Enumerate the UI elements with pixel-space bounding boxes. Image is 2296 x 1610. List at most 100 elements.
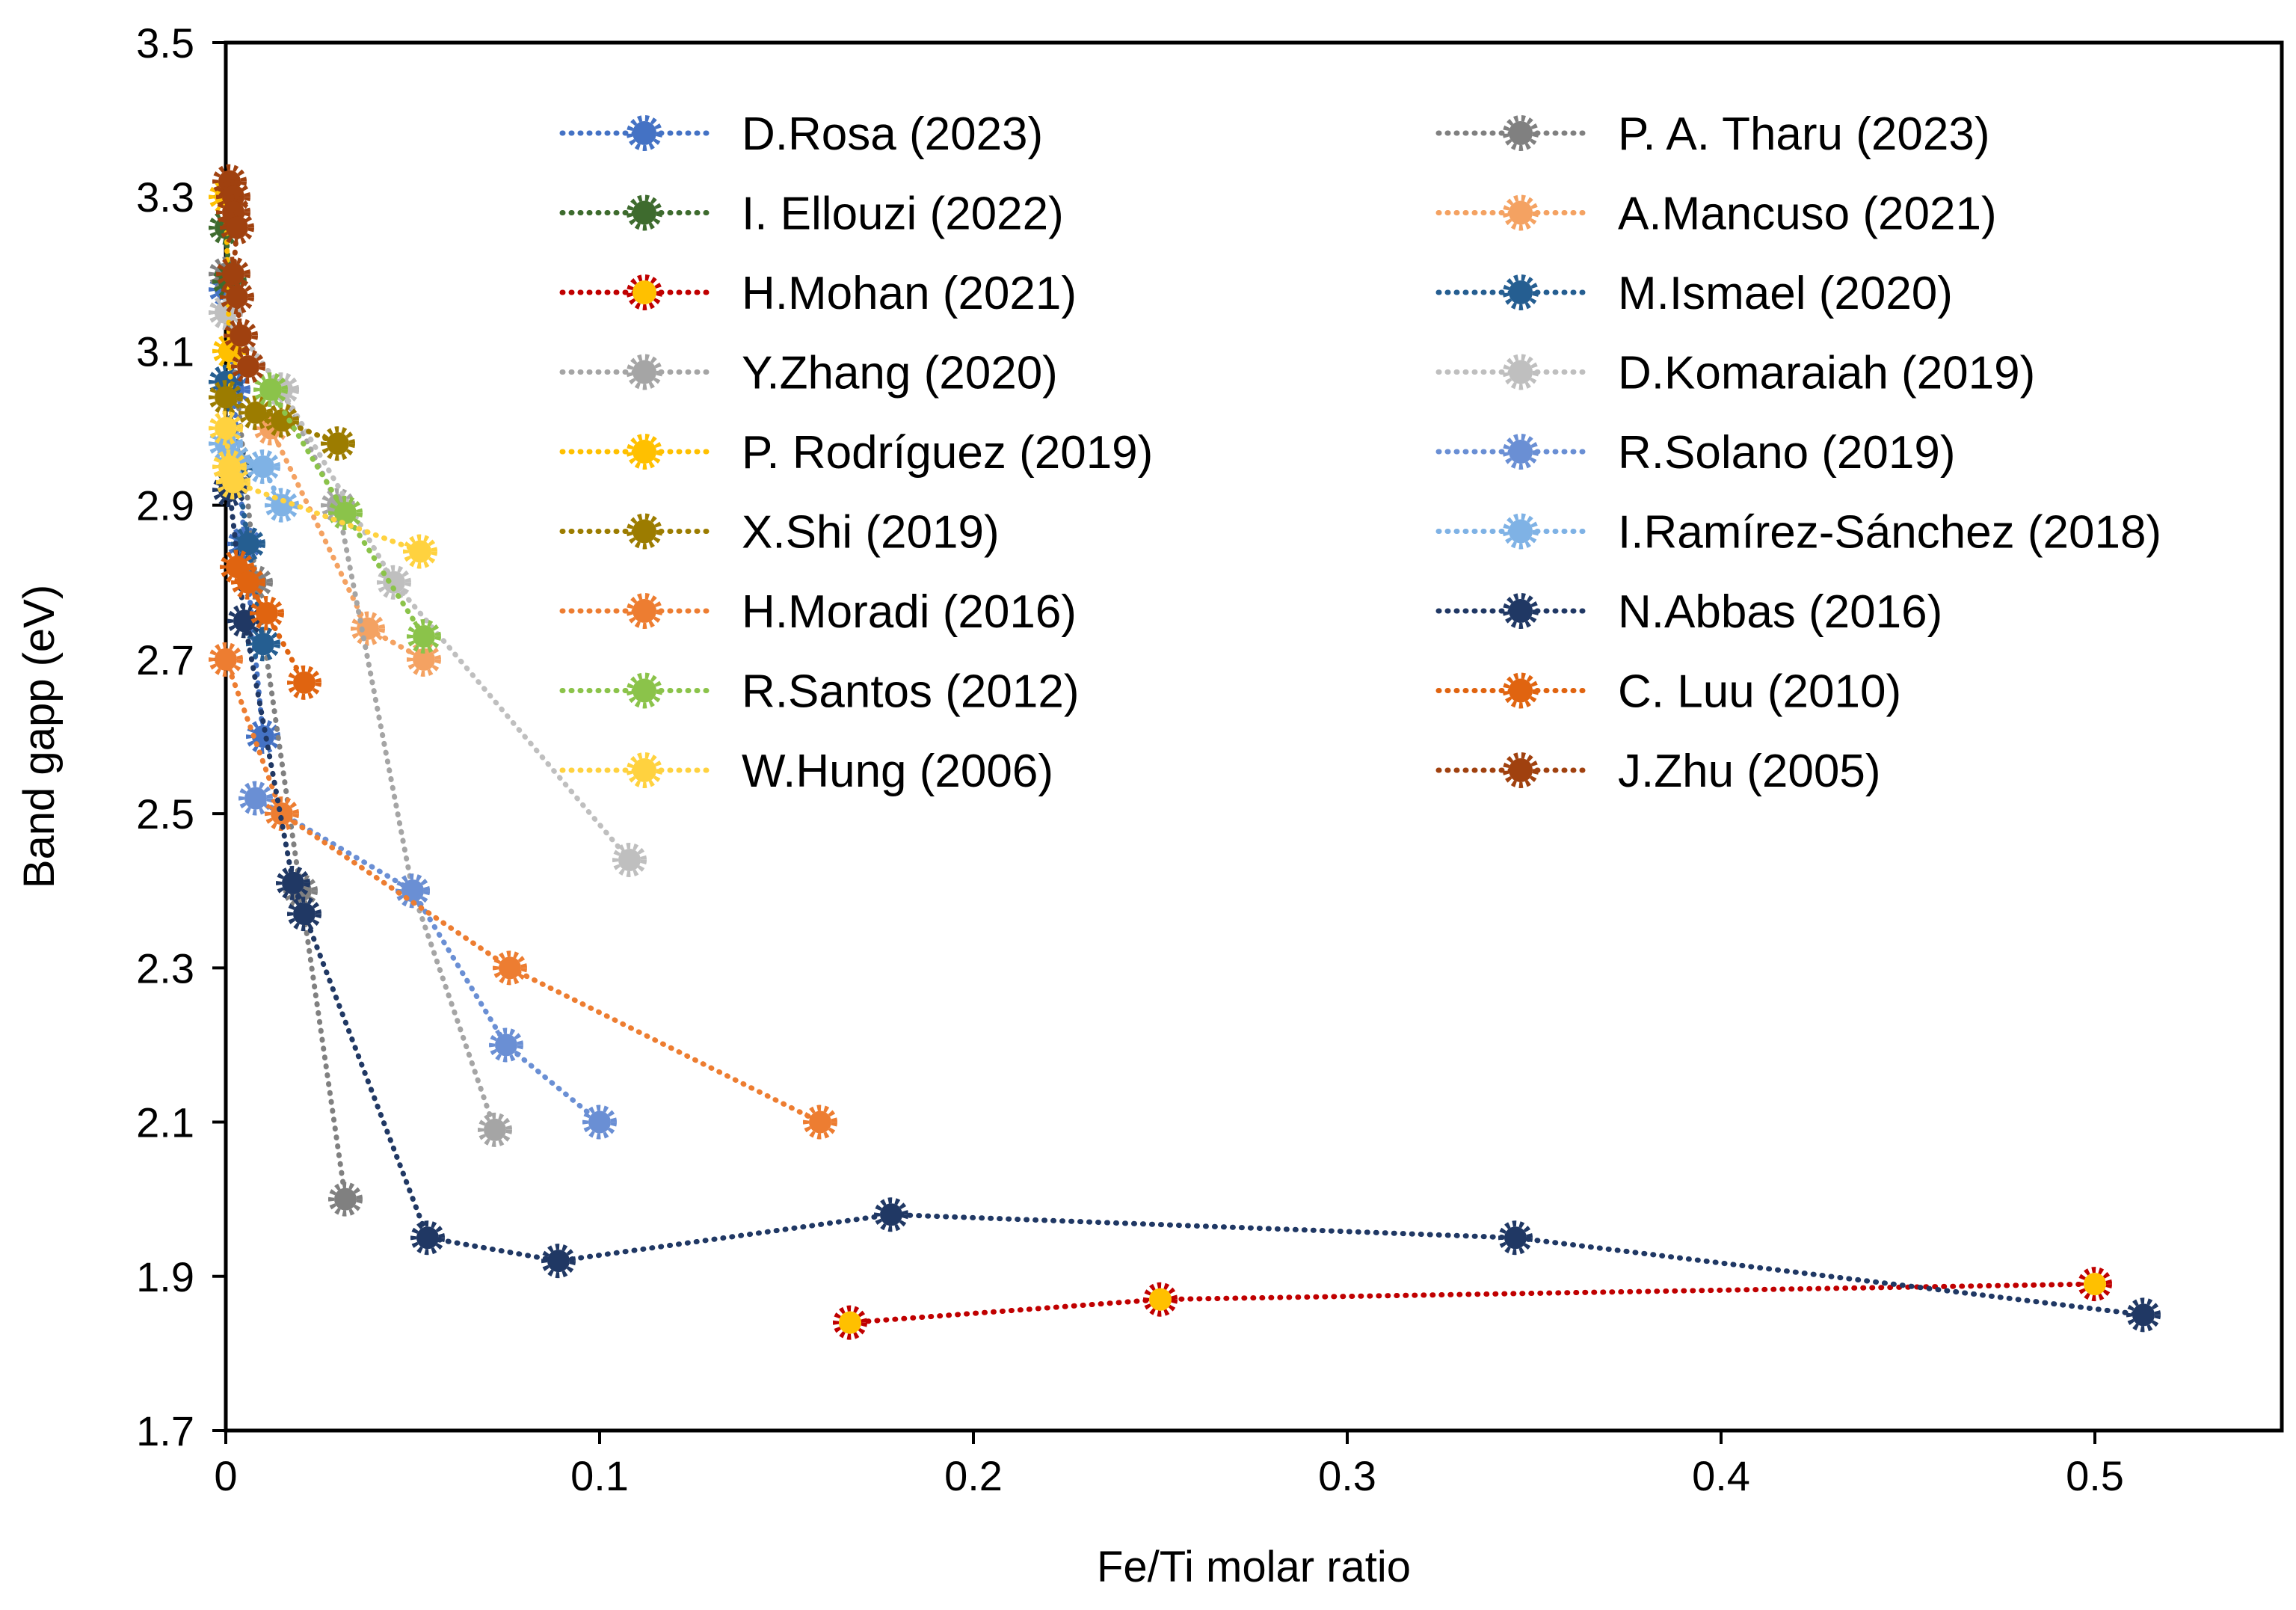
data-point — [410, 1220, 445, 1256]
legend-label: Y.Zhang (2020) — [742, 348, 1058, 399]
x-tick-label: 0.3 — [1318, 1452, 1376, 1499]
data-point — [328, 495, 363, 530]
data-point — [276, 865, 310, 900]
data-point — [1498, 1220, 1533, 1256]
legend-entry-j-zhu-2005: J.Zhu (2005) — [1435, 746, 1881, 797]
series-r-solano-2019 — [238, 781, 617, 1140]
legend-entry-r-santos-2012: R.Santos (2012) — [559, 666, 1079, 718]
legend-entry-w-hung-2006: W.Hung (2006) — [559, 746, 1053, 797]
y-tick-label: 2.5 — [136, 790, 194, 838]
legend-label: I.Ramírez-Sánchez (2018) — [1618, 507, 2161, 559]
series-h-mohan-2021 — [833, 1267, 2112, 1340]
legend-marker — [1503, 274, 1539, 310]
y-tick-label: 2.7 — [136, 636, 194, 683]
legend-label: X.Shi (2019) — [742, 507, 1000, 559]
legend-marker — [1503, 194, 1539, 231]
data-point — [287, 665, 321, 700]
legend-entry-h-mohan-2021: H.Mohan (2021) — [559, 268, 1077, 319]
data-point — [407, 618, 441, 654]
data-point — [377, 565, 411, 600]
legend-marker — [627, 434, 662, 470]
y-tick-label: 1.7 — [136, 1407, 194, 1454]
data-point — [224, 318, 258, 353]
legend-label: R.Solano (2019) — [1618, 427, 1956, 479]
data-point — [216, 464, 250, 500]
data-point — [803, 1104, 837, 1140]
legend-marker — [1503, 434, 1539, 470]
legend-marker — [627, 593, 662, 629]
y-tick-label: 2.9 — [136, 482, 194, 529]
data-point — [2078, 1267, 2112, 1302]
legend-marker — [627, 752, 662, 788]
data-point — [541, 1244, 576, 1279]
x-tick-label: 0.5 — [2066, 1452, 2124, 1499]
legend-marker — [1503, 672, 1539, 709]
legend-label: N.Abbas (2016) — [1618, 586, 1942, 638]
legend-marker — [1503, 752, 1539, 788]
legend-marker — [627, 354, 662, 390]
series-r-santos-2012 — [253, 372, 441, 654]
legend-marker — [1503, 115, 1539, 151]
legend-marker — [1503, 593, 1539, 629]
legend-entry-c-luu-2010: C. Luu (2010) — [1435, 666, 1901, 718]
legend-label: P. A. Tharu (2023) — [1618, 108, 1989, 160]
data-point — [351, 611, 385, 646]
x-axis-title: Fe/Ti molar ratio — [1097, 1543, 1411, 1591]
series-n-abbas-2016 — [212, 473, 2161, 1333]
data-point — [1143, 1282, 1178, 1317]
y-tick-label: 2.3 — [136, 944, 194, 992]
legend-entry-a-mancuso-2021: A.Mancuso (2021) — [1435, 188, 1997, 240]
series-j-zhu-2005 — [212, 164, 265, 384]
legend-entry-y-zhang-2020: Y.Zhang (2020) — [559, 348, 1058, 399]
legend-entry-n-abbas-2016: N.Abbas (2016) — [1435, 586, 1942, 638]
legend-label: H.Mohan (2021) — [742, 268, 1077, 319]
data-point — [612, 842, 647, 877]
legend-entry-d-komaraiah-2019: D.Komaraiah (2019) — [1435, 348, 2035, 399]
data-point — [246, 627, 280, 662]
legend-entry-i-ramirez-sanchez-2018: I.Ramírez-Sánchez (2018) — [1435, 507, 2161, 559]
y-axis-title: Band gapp (eV) — [15, 585, 64, 888]
data-point — [328, 1182, 363, 1217]
legend-label: P. Rodríguez (2019) — [742, 427, 1153, 479]
legend-marker — [1503, 354, 1539, 390]
data-point — [209, 411, 243, 446]
x-tick-label: 0.4 — [1692, 1452, 1750, 1499]
legend-label: M.Ismael (2020) — [1618, 268, 1953, 319]
data-point — [321, 426, 355, 461]
legend-entry-r-solano-2019: R.Solano (2019) — [1435, 427, 1956, 479]
legend-marker — [627, 274, 662, 310]
data-point — [833, 1305, 867, 1340]
legend: D.Rosa (2023) P. A. Tharu (2023) I. Ellouz… — [559, 108, 2161, 797]
legend-label: I. Ellouzi (2022) — [742, 188, 1064, 240]
legend-entry-x-shi-2019: X.Shi (2019) — [559, 507, 1000, 559]
legend-label: J.Zhu (2005) — [1618, 746, 1881, 797]
legend-entry-p-a-tharu-2023: P. A. Tharu (2023) — [1435, 108, 1989, 160]
legend-label: R.Santos (2012) — [742, 666, 1079, 718]
y-tick-label: 3.1 — [136, 328, 194, 375]
y-axis: 1.7 1.9 2.1 2.3 2.5 2.7 2.9 3.1 3.3 3.5 — [136, 19, 226, 1454]
legend-label: H.Moradi (2016) — [742, 586, 1077, 638]
data-point — [582, 1104, 617, 1140]
data-point — [253, 372, 288, 407]
data-point — [220, 280, 254, 315]
data-point — [238, 781, 273, 816]
data-point — [231, 565, 265, 600]
series-c-luu-2010 — [220, 550, 321, 700]
data-point — [246, 449, 280, 485]
series-w-hung-2006 — [209, 411, 437, 569]
legend-marker — [1503, 513, 1539, 550]
legend-marker — [627, 672, 662, 709]
legend-label: A.Mancuso (2021) — [1618, 188, 1997, 240]
series-line — [227, 487, 2146, 1318]
plot-border — [224, 40, 2284, 1433]
legend-label: W.Hung (2006) — [742, 746, 1053, 797]
legend-entry-p-rodriguez-2019: P. Rodríguez (2019) — [559, 427, 1153, 479]
y-tick-label: 3.3 — [136, 173, 194, 221]
data-point — [287, 897, 321, 932]
data-point — [220, 210, 254, 245]
series-line — [253, 795, 603, 1125]
legend-label: C. Luu (2010) — [1618, 666, 1901, 718]
data-point — [874, 1197, 908, 1232]
legend-entry-i-ellouzi-2022: I. Ellouzi (2022) — [559, 188, 1064, 240]
y-tick-label: 2.1 — [136, 1099, 194, 1146]
